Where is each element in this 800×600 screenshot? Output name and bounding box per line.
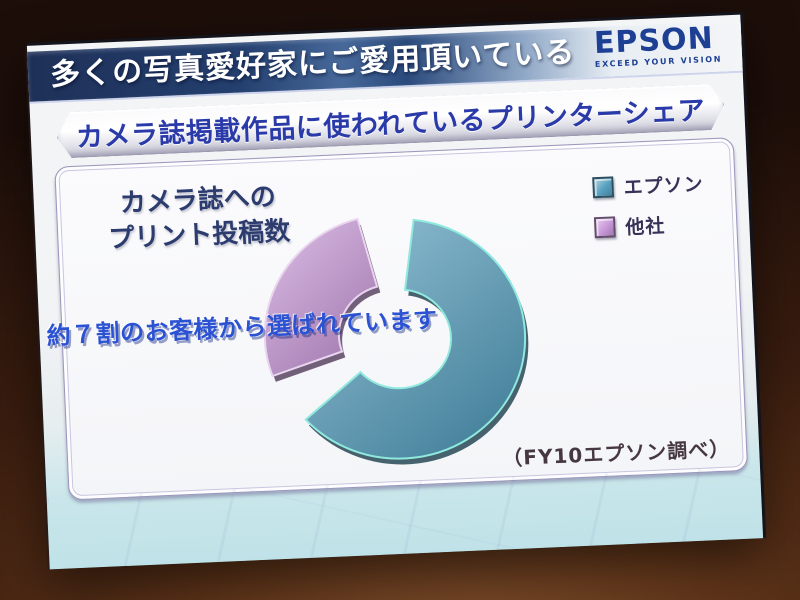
donut-segment-other xyxy=(263,217,381,382)
chart-panel: カメラ誌への プリント投稿数 エプソン 他社 約７割のお客様から選ばれています … xyxy=(46,137,749,501)
epson-wordmark: EPSON xyxy=(593,20,715,62)
header-title: 多くの写真愛好家にご愛用頂いている xyxy=(49,34,576,93)
donut-segment-epson xyxy=(304,218,529,465)
slide: 多くの写真愛好家にご愛用頂いている EPSON EXCEED YOUR VISI… xyxy=(26,14,764,570)
epson-logo: EPSON EXCEED YOUR VISION xyxy=(593,20,722,69)
donut-chart xyxy=(263,217,529,465)
